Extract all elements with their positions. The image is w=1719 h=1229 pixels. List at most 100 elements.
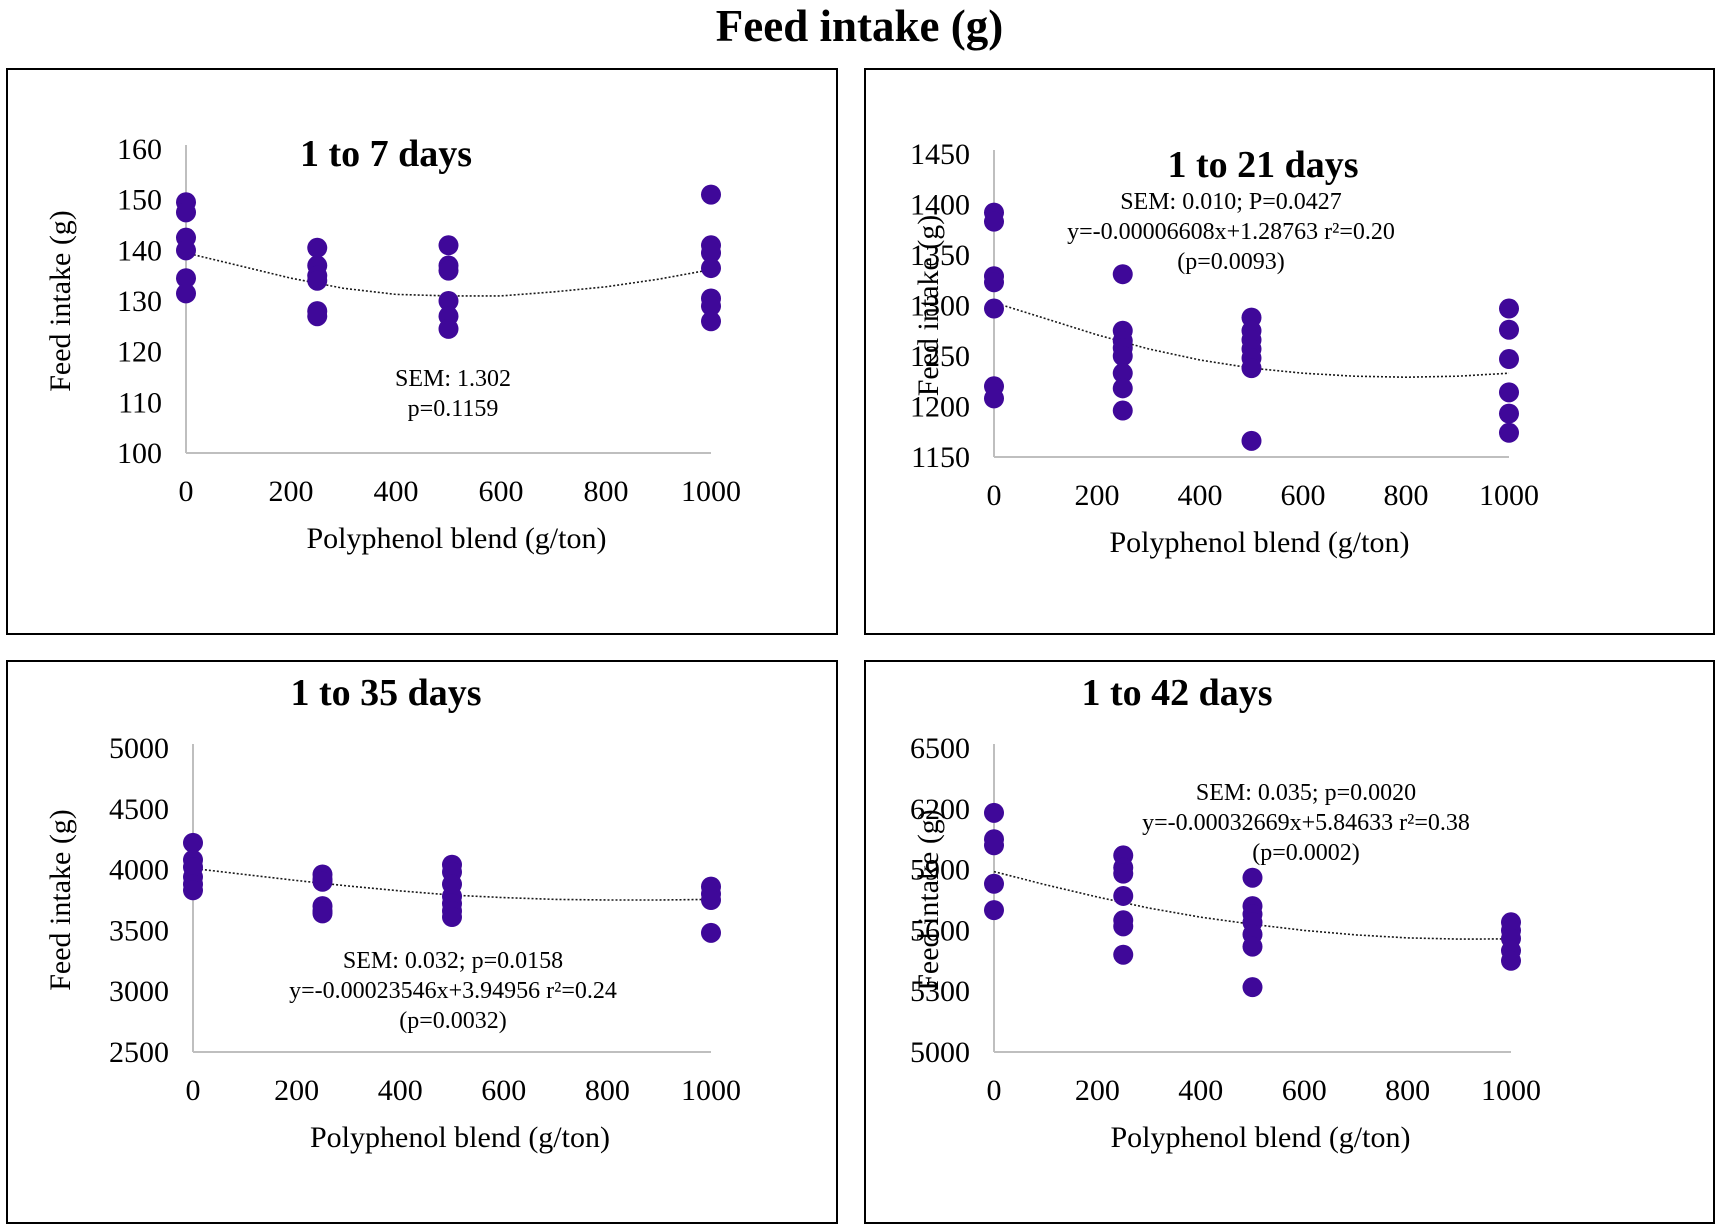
scatter-chart-1-to-7-days: 1 to 7 days 100 110 120 130 140 150 160 0 200 400 6… xyxy=(44,133,741,555)
stats-annotation-line: y=-0.00023546x+3.94956 r²=0.24 xyxy=(289,978,617,1004)
data-point xyxy=(1499,403,1519,424)
data-point xyxy=(701,890,721,910)
x-tick-label: 0 xyxy=(987,479,1002,512)
stats-annotation-line: SEM: 0.035; p=0.0020 xyxy=(1196,780,1416,806)
y-tick-label: 5900 xyxy=(910,854,970,887)
x-tick-label: 1000 xyxy=(1479,479,1539,512)
data-point xyxy=(1499,349,1519,370)
y-tick-label: 1200 xyxy=(910,391,970,424)
y-tick-label: 120 xyxy=(117,336,162,369)
y-tick-label: 1450 xyxy=(910,138,970,171)
data-point xyxy=(1241,358,1262,379)
data-point xyxy=(984,211,1004,232)
data-point xyxy=(701,242,721,263)
data-point xyxy=(438,318,459,339)
stats-annotation-line: SEM: 0.032; p=0.0158 xyxy=(343,948,563,974)
stats-annotation-line: y=-0.00006608x+1.28763 r²=0.20 xyxy=(1067,219,1395,245)
x-tick-label: 1000 xyxy=(681,1074,741,1107)
y-tick-label: 4000 xyxy=(109,854,169,887)
data-point xyxy=(183,832,203,853)
chart-panel-1-to-35-days: 1 to 35 days 2500 3000 3500 4000 4500 5000 0 200… xyxy=(6,660,838,1224)
data-point xyxy=(1499,298,1519,319)
x-tick-label: 0 xyxy=(987,1074,1002,1107)
data-point xyxy=(176,202,196,223)
y-tick-label: 1300 xyxy=(910,290,970,323)
panel-title: 1 to 42 days xyxy=(1081,672,1272,714)
stats-annotation-line: (p=0.0032) xyxy=(399,1008,507,1034)
scatter-chart-1-to-21-days: 1 to 21 days 1150 1200 1250 1300 1350 1400 1450… xyxy=(910,138,1539,559)
data-point xyxy=(307,270,328,291)
y-axis-label: Feed intake (g) xyxy=(44,210,77,392)
data-point xyxy=(1499,382,1519,403)
x-tick-label: 0 xyxy=(179,475,194,508)
data-point xyxy=(701,258,721,279)
data-point xyxy=(1112,400,1133,421)
y-tick-label: 100 xyxy=(117,437,162,470)
x-tick-label: 800 xyxy=(1384,479,1429,512)
y-tick-label: 6500 xyxy=(910,732,970,765)
data-point xyxy=(701,922,721,943)
x-axis-label: Polyphenol blend (g/ton) xyxy=(310,1121,610,1154)
data-point xyxy=(984,873,1004,894)
x-tick-label: 400 xyxy=(374,475,419,508)
data-point xyxy=(984,802,1004,823)
x-tick-label: 600 xyxy=(1282,1074,1327,1107)
y-axis-label: Feed intake (g) xyxy=(912,809,945,991)
x-tick-label: 200 xyxy=(274,1074,319,1107)
stats-annotation-line: SEM: 0.010; P=0.0427 xyxy=(1120,189,1342,215)
data-point xyxy=(1113,916,1134,937)
figure-title: Feed intake (g) xyxy=(715,1,1004,51)
data-point xyxy=(438,291,459,311)
data-point xyxy=(1241,430,1262,451)
data-point xyxy=(701,296,721,317)
y-tick-label: 5600 xyxy=(910,914,970,947)
y-tick-label: 5000 xyxy=(109,732,169,765)
data-point xyxy=(984,388,1004,409)
x-tick-label: 400 xyxy=(1178,479,1223,512)
y-tick-label: 3000 xyxy=(109,975,169,1008)
y-tick-label: 130 xyxy=(117,285,162,318)
data-point xyxy=(307,237,328,258)
y-tick-label: 1350 xyxy=(910,239,970,272)
x-tick-label: 200 xyxy=(1075,1074,1120,1107)
x-tick-label: 800 xyxy=(584,475,629,508)
x-tick-label: 600 xyxy=(479,475,524,508)
scatter-chart-1-to-42-days: 1 to 42 days 5000 5300 5600 5900 6200 6500 0 200… xyxy=(910,672,1541,1154)
panel-title: 1 to 7 days xyxy=(300,133,472,175)
trend-line xyxy=(993,301,1510,379)
x-axis-label: Polyphenol blend (g/ton) xyxy=(307,522,607,555)
y-tick-label: 6200 xyxy=(910,793,970,826)
y-tick-label: 4500 xyxy=(109,793,169,826)
chart-panel-1-to-42-days: 1 to 42 days 5000 5300 5600 5900 6200 6500 0 200… xyxy=(864,660,1715,1224)
y-tick-label: 1150 xyxy=(911,441,970,474)
y-tick-label: 2500 xyxy=(109,1036,169,1069)
x-tick-label: 400 xyxy=(378,1074,423,1107)
data-point xyxy=(1113,885,1134,906)
data-point xyxy=(1112,363,1133,384)
data-point xyxy=(1242,867,1263,888)
x-tick-label: 0 xyxy=(186,1074,201,1107)
y-tick-label: 160 xyxy=(117,133,162,166)
data-point xyxy=(984,272,1004,293)
y-tick-label: 140 xyxy=(117,234,162,267)
chart-panel-1-to-21-days: 1 to 21 days 1150 1200 1250 1300 1350 1400 1450… xyxy=(864,68,1715,635)
y-tick-label: 5000 xyxy=(910,1036,970,1069)
data-point xyxy=(1499,319,1519,340)
y-tick-label: 3500 xyxy=(109,914,169,947)
data-point xyxy=(984,900,1004,921)
data-point xyxy=(442,907,462,928)
y-tick-label: 110 xyxy=(118,386,162,419)
data-point xyxy=(307,306,328,327)
data-point xyxy=(1501,950,1521,971)
x-tick-label: 600 xyxy=(481,1074,526,1107)
x-tick-label: 600 xyxy=(1281,479,1326,512)
data-point xyxy=(701,184,721,205)
panel-title: 1 to 35 days xyxy=(290,672,481,714)
data-point xyxy=(1112,346,1133,366)
y-tick-label: 1400 xyxy=(910,189,970,222)
x-tick-label: 200 xyxy=(269,475,314,508)
data-point xyxy=(1112,264,1133,285)
y-axis-label: Feed intake (g) xyxy=(44,809,77,991)
x-tick-label: 400 xyxy=(1178,1074,1223,1107)
data-point xyxy=(312,871,333,892)
